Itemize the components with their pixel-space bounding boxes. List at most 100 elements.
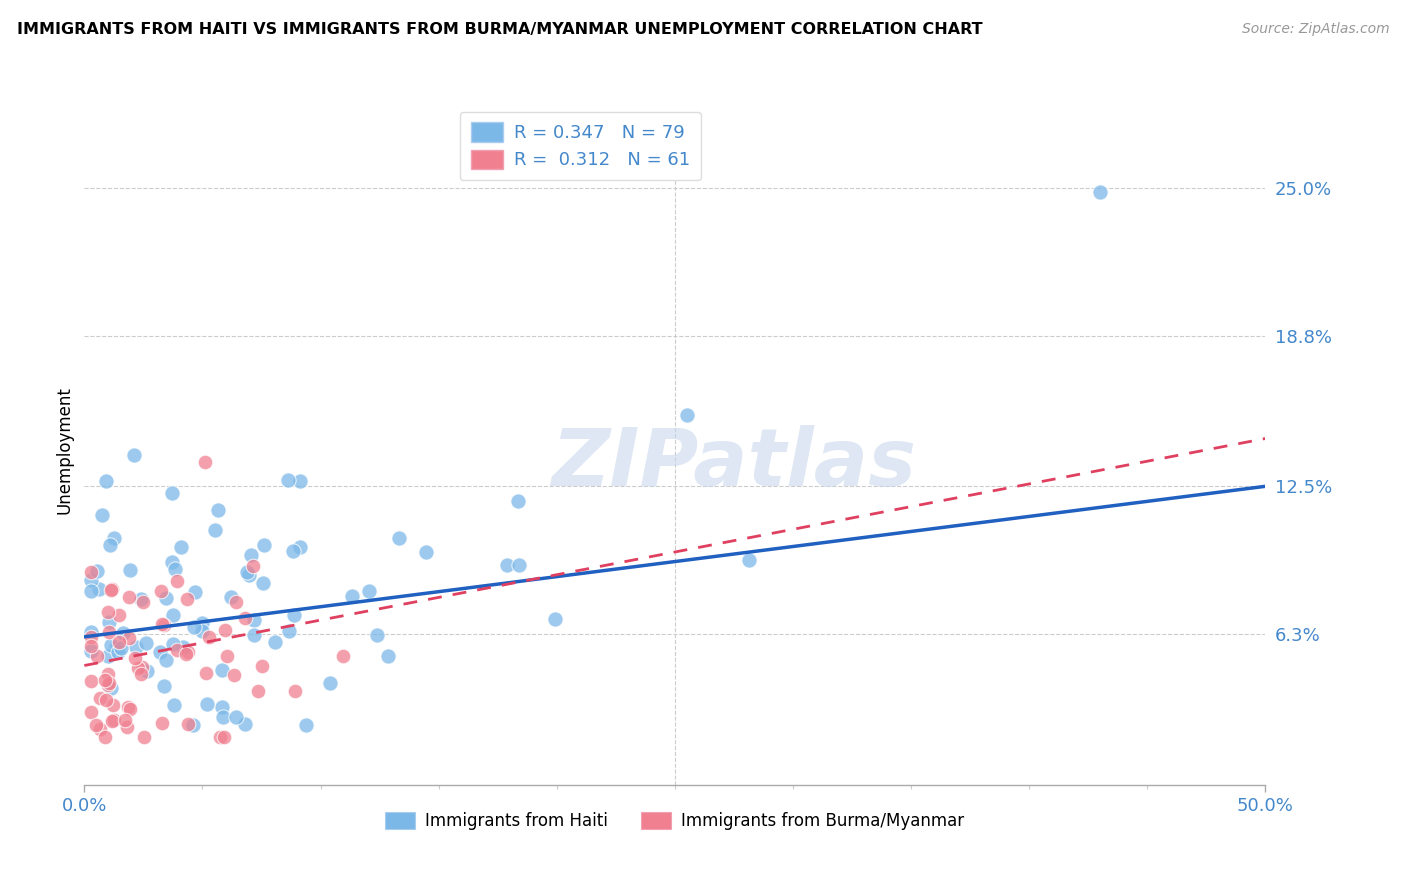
Point (129, 667, 152, 681)
Point (277, 624, 299, 639)
Point (136, 664, 159, 678)
Point (124, 640, 146, 654)
Point (184, 584, 207, 599)
Point (340, 590, 363, 604)
Point (238, 567, 260, 582)
Point (94, 730, 117, 744)
Point (288, 475, 311, 489)
Point (80, 644, 103, 658)
Point (100, 582, 122, 596)
Point (225, 595, 247, 609)
Point (195, 665, 218, 680)
Point (283, 543, 305, 558)
Point (240, 548, 263, 562)
Point (359, 584, 381, 599)
Point (176, 591, 198, 606)
Point (131, 660, 153, 674)
Text: Source: ZipAtlas.com: Source: ZipAtlas.com (1241, 22, 1389, 37)
Point (97, 615, 120, 630)
Text: ZIPatlas: ZIPatlas (551, 425, 917, 503)
Point (107, 645, 129, 659)
Point (162, 607, 184, 622)
Point (87, 582, 110, 597)
Point (132, 595, 155, 609)
Point (253, 538, 276, 552)
Text: IMMIGRANTS FROM HAITI VS IMMIGRANTS FROM BURMA/MYANMAR UNEMPLOYMENT CORRELATION : IMMIGRANTS FROM HAITI VS IMMIGRANTS FROM… (17, 22, 983, 37)
Point (101, 714, 124, 729)
Point (290, 540, 312, 554)
Point (94, 475, 117, 489)
Point (97, 676, 120, 690)
Point (118, 702, 141, 716)
Point (80, 565, 103, 579)
Point (675, 408, 697, 422)
Point (217, 648, 239, 663)
Point (107, 607, 129, 622)
Point (172, 640, 194, 654)
Point (388, 531, 411, 545)
Point (243, 613, 266, 627)
Point (89, 722, 111, 736)
Point (110, 640, 132, 655)
Point (162, 486, 184, 500)
Point (112, 626, 135, 640)
Point (366, 628, 388, 642)
Point (225, 710, 247, 724)
Point (90, 508, 112, 522)
Point (194, 455, 217, 469)
Point (277, 473, 299, 487)
Point (115, 720, 138, 734)
Point (233, 717, 256, 731)
Point (118, 631, 141, 645)
Point (195, 697, 218, 711)
Point (207, 503, 229, 517)
Point (94, 693, 117, 707)
Point (89, 690, 111, 705)
Point (114, 713, 136, 727)
Point (155, 591, 177, 606)
Point (80, 674, 103, 689)
Point (284, 683, 307, 698)
Point (134, 730, 156, 744)
Point (97, 605, 120, 619)
Point (252, 575, 274, 590)
Point (160, 555, 183, 569)
Point (100, 681, 122, 695)
Point (149, 583, 172, 598)
Point (191, 615, 214, 630)
Point (181, 718, 204, 732)
Y-axis label: Unemployment: Unemployment (55, 386, 73, 515)
Point (163, 698, 186, 713)
Point (250, 658, 273, 673)
Point (1088, 186, 1111, 200)
Point (236, 565, 259, 579)
Point (415, 545, 437, 559)
Point (124, 651, 146, 665)
Point (94, 673, 117, 688)
Point (80, 574, 103, 588)
Point (495, 558, 517, 572)
Point (98, 625, 121, 640)
Point (283, 607, 305, 622)
Point (204, 523, 226, 537)
Point (508, 558, 530, 572)
Point (86, 718, 108, 732)
Point (191, 624, 214, 638)
Point (150, 716, 173, 731)
Point (101, 698, 124, 712)
Point (214, 623, 236, 637)
Point (166, 574, 188, 588)
Point (100, 638, 122, 652)
Point (233, 611, 256, 625)
Point (263, 635, 285, 649)
Point (117, 700, 139, 714)
Point (98, 538, 121, 552)
Point (152, 617, 174, 632)
Point (222, 668, 245, 682)
Point (170, 540, 193, 554)
Point (208, 730, 231, 744)
Point (80, 631, 103, 645)
Point (211, 700, 233, 714)
Legend: Immigrants from Haiti, Immigrants from Burma/Myanmar: Immigrants from Haiti, Immigrants from B… (378, 805, 972, 837)
Point (177, 645, 200, 659)
